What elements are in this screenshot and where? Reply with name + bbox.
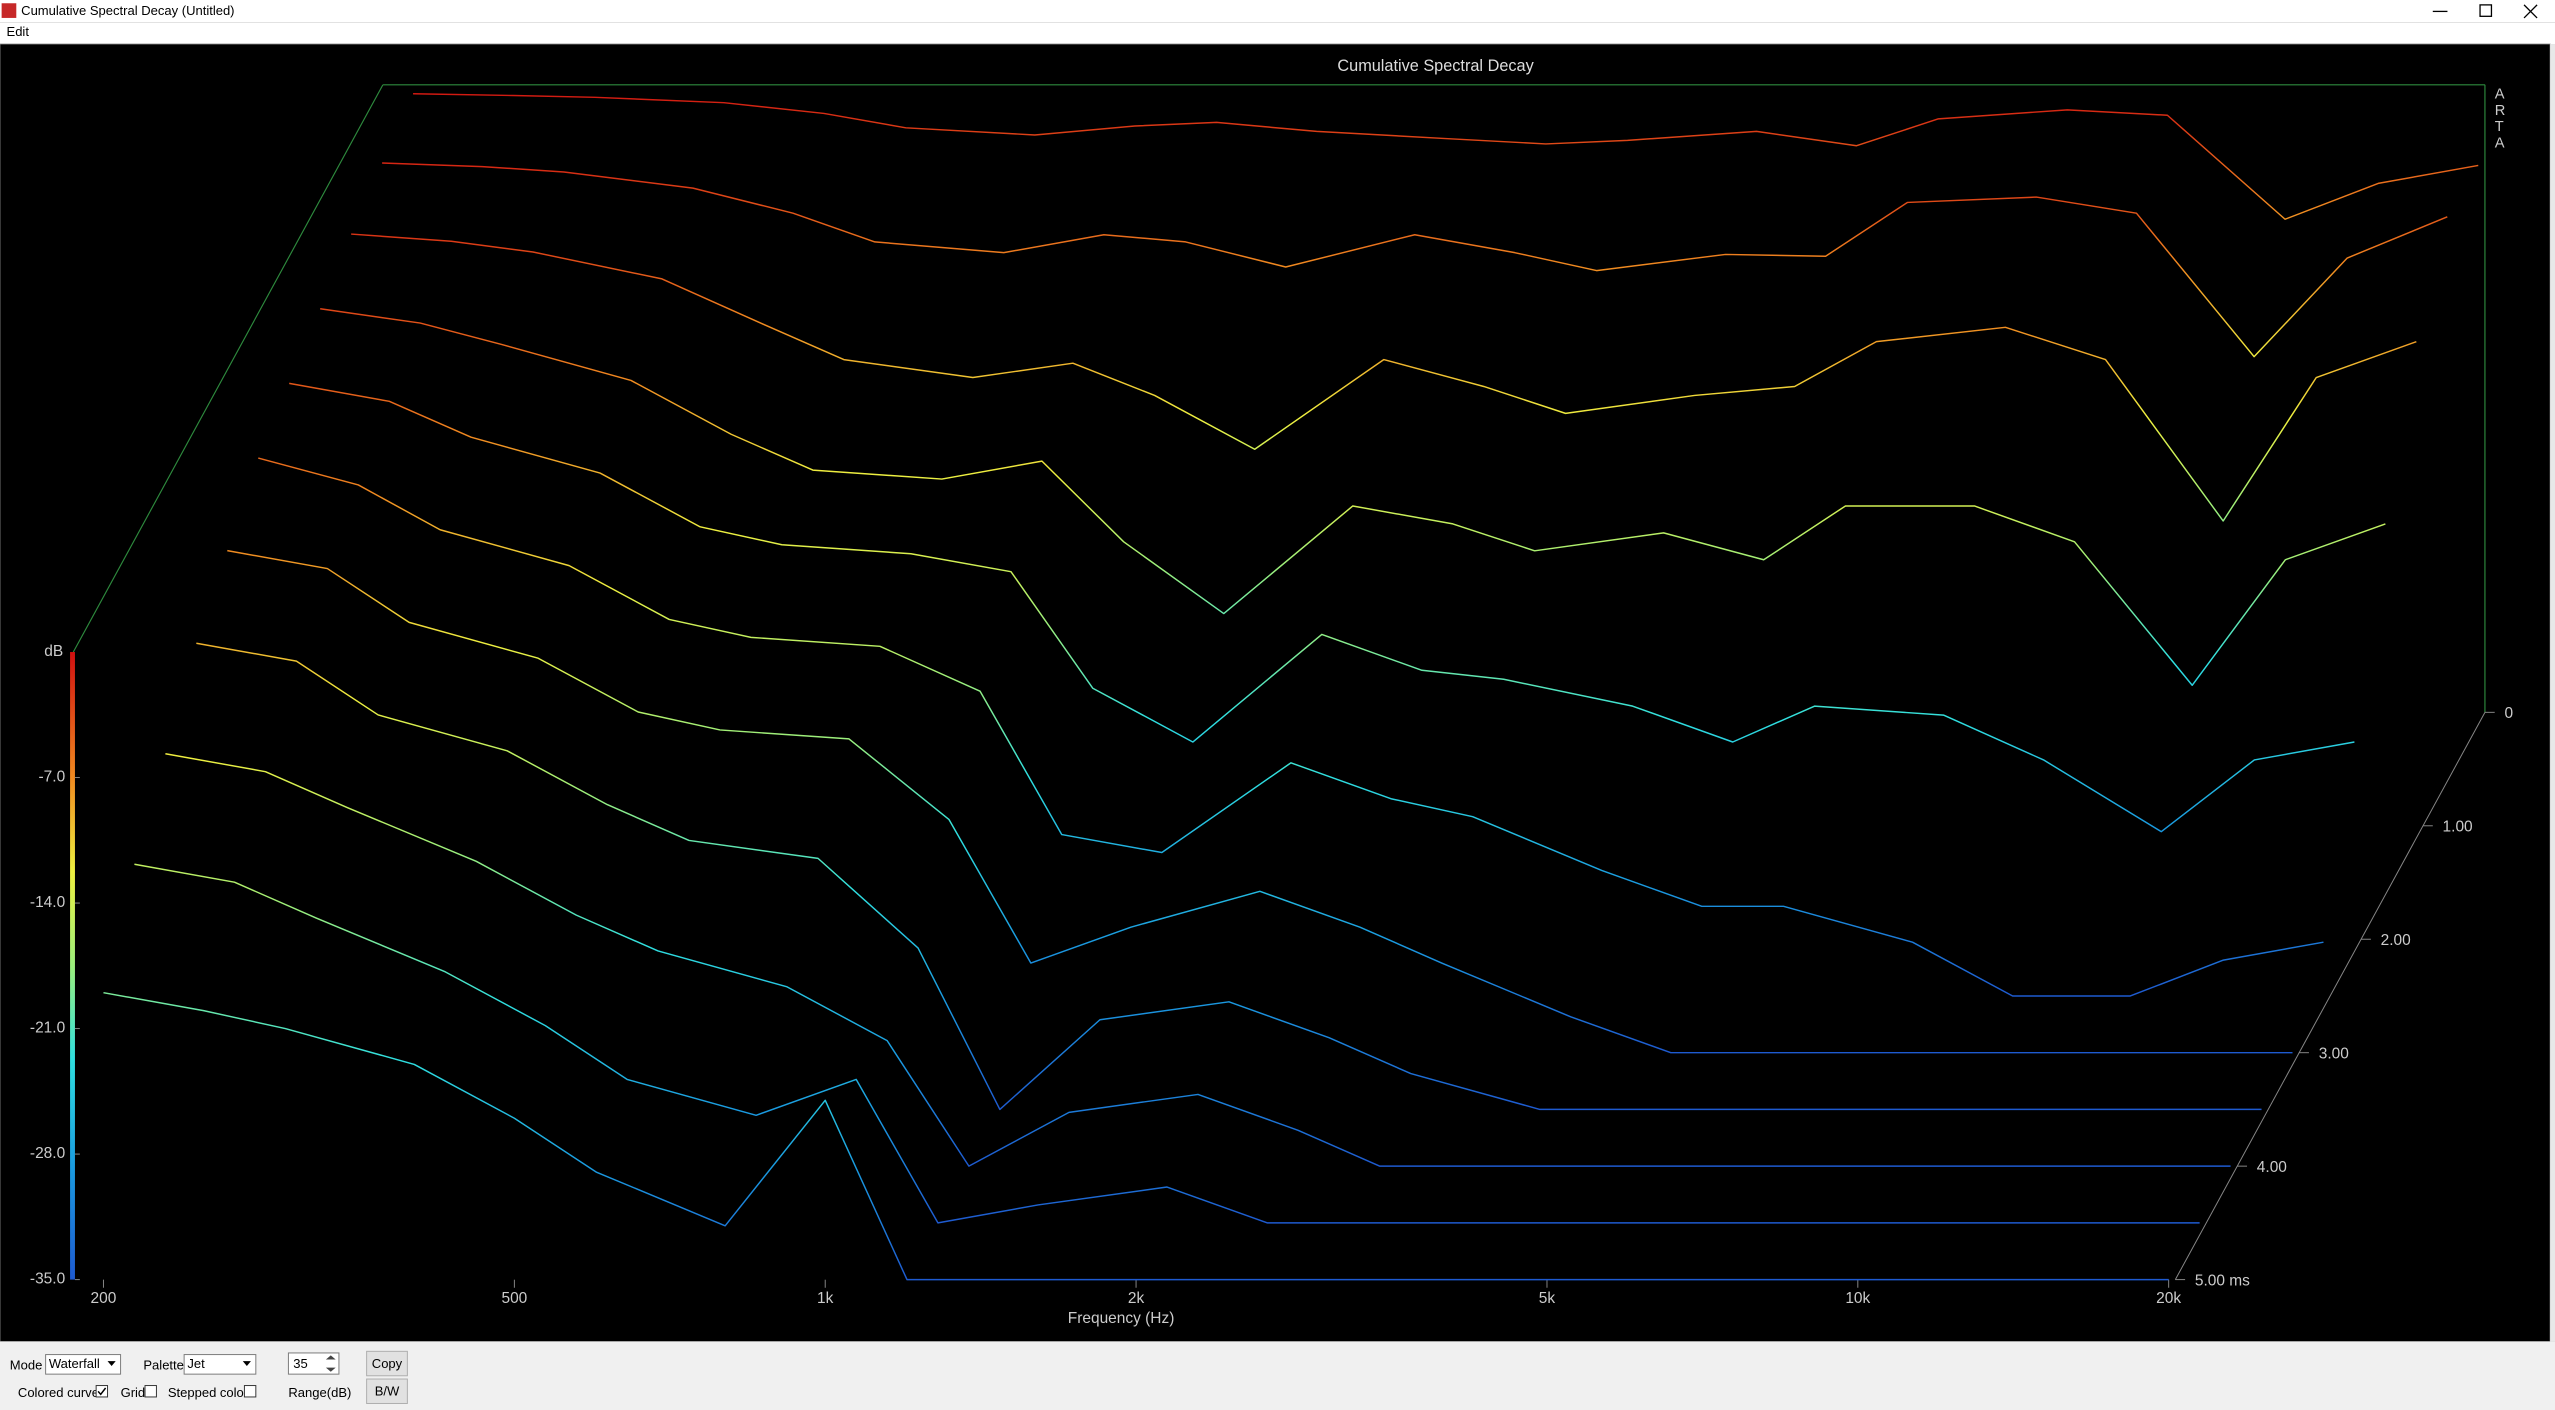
decay-curve <box>413 92 2479 220</box>
y-tick-label: -28.0 <box>30 1145 65 1162</box>
mode-value: Waterfall <box>49 1356 100 1371</box>
x-tick-label: 2k <box>1128 1290 1145 1307</box>
slice-occluder <box>103 992 2169 1280</box>
x-tick-label: 10k <box>1845 1290 1870 1307</box>
grid-label: Grid <box>121 1385 146 1400</box>
x-axis-label: Frequency (Hz) <box>1068 1310 1175 1327</box>
copy-button-label: Copy <box>372 1356 403 1371</box>
grid-checkbox[interactable] <box>144 1385 157 1398</box>
title-bar <box>0 0 2555 23</box>
app-icon <box>1 3 17 18</box>
range-input[interactable] <box>287 1352 340 1375</box>
range-label: Range(dB) <box>288 1385 351 1400</box>
decay-curve <box>320 308 2386 687</box>
time-tick-label: 0 <box>2504 705 2513 722</box>
y-axis-label: dB <box>44 643 63 660</box>
palette-label: Palette <box>143 1357 184 1372</box>
color-bar <box>70 652 75 1280</box>
menu-bar <box>0 22 2555 45</box>
dropdown-arrow <box>242 1361 251 1366</box>
dropdown-arrow <box>107 1361 116 1366</box>
decay-curve <box>103 991 2169 1281</box>
bw-button-label: B/W <box>375 1384 400 1399</box>
close-button[interactable] <box>2523 4 2538 19</box>
x-tick-label: 200 <box>91 1290 117 1307</box>
check-mark <box>97 1387 107 1396</box>
palette-select[interactable] <box>183 1354 257 1375</box>
colored-curves-label: Colored curves <box>18 1385 106 1400</box>
stepped-colors-label: Stepped colors <box>168 1385 255 1400</box>
y-tick-label: -21.0 <box>30 1020 65 1037</box>
time-tick-label: 1.00 <box>2443 819 2473 836</box>
time-tick-label: 4.00 <box>2257 1159 2287 1176</box>
y-tick-label: -7.0 <box>39 769 66 786</box>
decay-curve <box>258 457 2324 997</box>
window-edge <box>2550 44 2555 1342</box>
time-tick-label: 5.00 ms <box>2195 1272 2250 1289</box>
bw-button[interactable] <box>366 1378 408 1404</box>
restore-button[interactable] <box>2479 4 2493 17</box>
time-tick-label: 3.00 <box>2319 1045 2349 1062</box>
palette-value: Jet <box>187 1356 205 1371</box>
decay-curve <box>351 233 2417 522</box>
menu-item[interactable]: Edit <box>7 24 30 39</box>
decay-curve <box>196 642 2262 1111</box>
colored-curves-checkbox[interactable] <box>95 1385 109 1398</box>
mode-select[interactable] <box>45 1354 122 1375</box>
time-axis <box>2174 712 2486 1280</box>
copy-button[interactable] <box>366 1350 408 1377</box>
decay-curve <box>382 162 2448 358</box>
control-panel <box>0 1341 2555 1410</box>
x-tick-label: 1k <box>817 1290 834 1307</box>
x-tick-label: 20k <box>2156 1290 2181 1307</box>
waterfall-chart: -7.0 -14.0 -21.0 -28.0 -35.0 200 500 1k 2k 5k 10k 2… <box>30 84 2513 1307</box>
time-tick-label: 2.00 <box>2381 932 2411 949</box>
decay-curve <box>227 549 2293 1054</box>
chart-title: Cumulative Spectral Decay <box>1337 57 1534 75</box>
y-tick-label: -14.0 <box>30 894 65 911</box>
decay-curve <box>165 753 2231 1167</box>
frame-line <box>72 84 384 653</box>
range-value: 35 <box>293 1356 307 1371</box>
window-title: Cumulative Spectral Decay (Untitled) <box>21 3 234 18</box>
decay-curve <box>134 863 2200 1224</box>
y-tick-label: -35.0 <box>30 1271 65 1288</box>
slice-occluder <box>134 864 2200 1223</box>
x-tick-label: 500 <box>501 1290 527 1307</box>
decay-curve <box>289 382 2355 833</box>
slice-occluder <box>165 753 2231 1167</box>
x-tick-label: 5k <box>1539 1290 1556 1307</box>
mode-label: Mode <box>10 1357 43 1372</box>
stepped-colors-checkbox[interactable] <box>243 1385 257 1398</box>
